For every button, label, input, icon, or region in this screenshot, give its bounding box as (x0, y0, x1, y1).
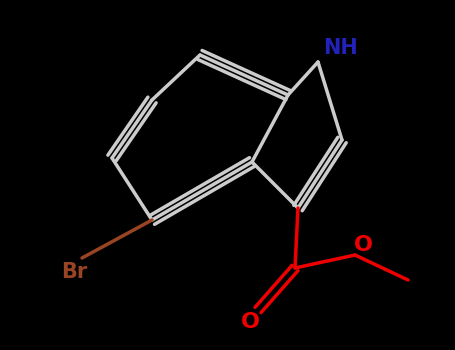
Text: Br: Br (61, 262, 87, 282)
Text: O: O (354, 235, 373, 255)
Text: O: O (241, 312, 259, 332)
Text: NH: NH (323, 38, 358, 58)
